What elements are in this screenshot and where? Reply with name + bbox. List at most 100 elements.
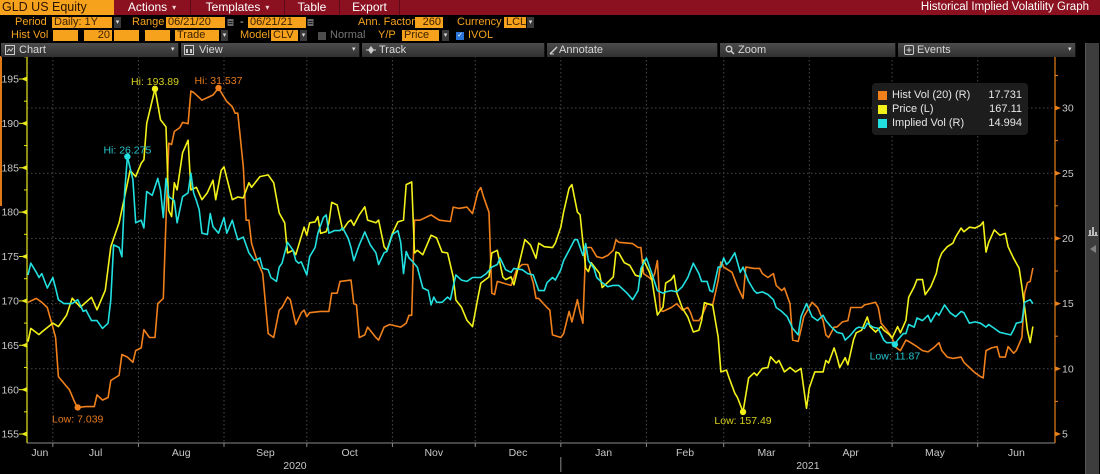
legend-label: Price (L) <box>892 103 934 115</box>
left-axis-label: 190 <box>1 118 19 130</box>
hist-vol-label: Hist Vol <box>11 29 49 41</box>
period-label: Period <box>15 16 47 28</box>
ann-factor-input[interactable]: 260 <box>415 17 443 28</box>
x-axis-month-label: Jun <box>31 447 48 459</box>
x-axis-month-label: Oct <box>341 447 357 459</box>
x-axis-month-label: Apr <box>843 447 860 459</box>
implied-vol-swatch <box>878 119 887 128</box>
left-axis-label: 195 <box>1 74 19 86</box>
yp-select[interactable]: Price <box>402 30 439 41</box>
x-axis-year-label: 2021 <box>796 460 820 472</box>
implied-vol-extreme-marker <box>891 341 899 348</box>
side-panel-strip[interactable] <box>1085 43 1099 474</box>
events-icon <box>904 45 914 55</box>
yp-dropdown-button[interactable]: ▾ <box>442 30 449 41</box>
collapse-left-icon[interactable] <box>1089 244 1097 254</box>
x-axis-month-label: Sep <box>256 447 275 459</box>
left-axis-label: 155 <box>1 429 19 441</box>
calendar-icon[interactable] <box>307 17 314 28</box>
x-axis-month-label: May <box>925 447 946 459</box>
left-axis-label: 175 <box>1 251 19 263</box>
currency-dropdown-button[interactable]: ▾ <box>527 17 534 28</box>
right-axis-label: 15 <box>1062 298 1074 310</box>
right-axis-tick <box>1055 105 1061 111</box>
normal-checkbox[interactable] <box>318 32 326 40</box>
currency-select[interactable]: LCL <box>504 17 526 28</box>
hist-vol-line[interactable] <box>27 87 1034 409</box>
range-separator: - <box>240 16 244 28</box>
toolbar-annotate-label: Annotate <box>559 44 604 56</box>
hist-vol-field-4[interactable] <box>145 30 170 41</box>
ivol-checkbox[interactable]: ✓ <box>456 32 464 40</box>
window-title: Historical Implied Volatility Graph <box>920 1 1089 13</box>
ivol-label: IVOL <box>468 29 494 41</box>
menu-templates[interactable]: Templates ▾ <box>191 0 285 15</box>
model-dropdown-button[interactable]: ▾ <box>300 30 307 41</box>
toolbar-events[interactable]: Events ▾ <box>898 43 1076 57</box>
hist-vol-extreme-label: Hi: 31.537 <box>195 75 243 87</box>
ann-factor-label: Ann. Factor <box>358 16 415 28</box>
right-axis-label: 30 <box>1062 103 1074 115</box>
security-ticker[interactable]: GLD US Equity <box>0 0 114 15</box>
normal-label: Normal <box>330 29 366 41</box>
period-select[interactable]: Daily: 1Y <box>52 17 112 28</box>
implied-vol-extreme-marker <box>124 153 131 160</box>
menu-table[interactable]: Table <box>285 0 340 15</box>
right-axis-tick <box>1055 301 1061 307</box>
hist-vol-swatch <box>878 91 887 100</box>
toolbar-zoom[interactable]: Zoom <box>720 43 896 57</box>
hist-vol-extreme-marker <box>74 404 81 411</box>
price-extreme-marker <box>739 408 747 416</box>
calendar-icon[interactable] <box>227 17 234 28</box>
range-start-input[interactable]: 06/21/20 <box>166 17 225 28</box>
bar-chart-icon[interactable] <box>1088 226 1098 236</box>
price-line[interactable] <box>27 88 1034 413</box>
legend-label: Hist Vol (20) (R) <box>892 89 971 101</box>
x-axis-month-label: Mar <box>757 447 776 459</box>
implied-vol-line[interactable] <box>27 155 1034 346</box>
range-end-input[interactable]: 06/21/21 <box>248 17 306 28</box>
period-dropdown-button[interactable]: ▾ <box>114 17 121 28</box>
x-axis-month-label: Feb <box>676 447 694 459</box>
hist-vol-window-input[interactable]: 20 <box>84 30 112 41</box>
chevron-down-icon: ▾ <box>171 46 175 53</box>
title-bar <box>0 0 1100 15</box>
menu-templates-label: Templates <box>205 0 261 14</box>
model-label: Model <box>240 29 270 41</box>
price-extreme-label: Low: 157.49 <box>714 415 771 427</box>
toolbar-chart[interactable]: Chart ▾ <box>1 43 179 57</box>
hist-vol-field-1[interactable] <box>53 30 78 41</box>
legend-item-hist-vol[interactable]: Hist Vol (20) (R) 17.731 <box>872 88 1028 102</box>
implied-vol-extreme-label: Low: 11.87 <box>870 350 921 362</box>
track-icon <box>366 46 376 54</box>
price-source-select[interactable]: Trade <box>175 30 219 41</box>
price-extreme-label: Hi: 193.89 <box>131 76 179 88</box>
legend-item-price[interactable]: Price (L) 167.11 <box>872 102 1028 116</box>
menu-export[interactable]: Export <box>340 0 400 15</box>
legend-item-implied-vol[interactable]: Implied Vol (R) 14.994 <box>872 116 1028 130</box>
annotate-icon <box>549 46 558 55</box>
price-source-dropdown-button[interactable]: ▾ <box>221 30 228 41</box>
toolbar-track-label: Track <box>379 44 407 56</box>
model-select[interactable]: CLV <box>271 30 298 41</box>
toolbar-view[interactable]: View ▾ <box>181 43 360 57</box>
left-axis-label: 180 <box>1 207 19 219</box>
chevron-down-icon: ▾ <box>172 3 177 12</box>
left-axis-label: 185 <box>1 162 19 174</box>
chevron-down-icon: ▾ <box>265 3 270 12</box>
x-axis-month-label: Jul <box>89 447 102 459</box>
menu-actions[interactable]: Actions ▾ <box>114 0 191 15</box>
currency-label: Currency <box>457 16 502 28</box>
right-axis-tick <box>1055 366 1061 372</box>
legend-value: 17.731 <box>988 89 1022 101</box>
toolbar-annotate[interactable]: Annotate <box>547 43 718 57</box>
menu-table-label: Table <box>297 0 327 14</box>
toolbar-chart-label: Chart <box>19 44 46 56</box>
yp-label: Y/P <box>378 29 396 41</box>
toolbar-track[interactable]: Track <box>362 43 545 57</box>
legend-value: 14.994 <box>988 117 1022 129</box>
toolbar-events-label: Events <box>917 44 951 56</box>
hist-vol-field-3[interactable] <box>114 30 139 41</box>
scroll-position-marker <box>0 56 2 206</box>
